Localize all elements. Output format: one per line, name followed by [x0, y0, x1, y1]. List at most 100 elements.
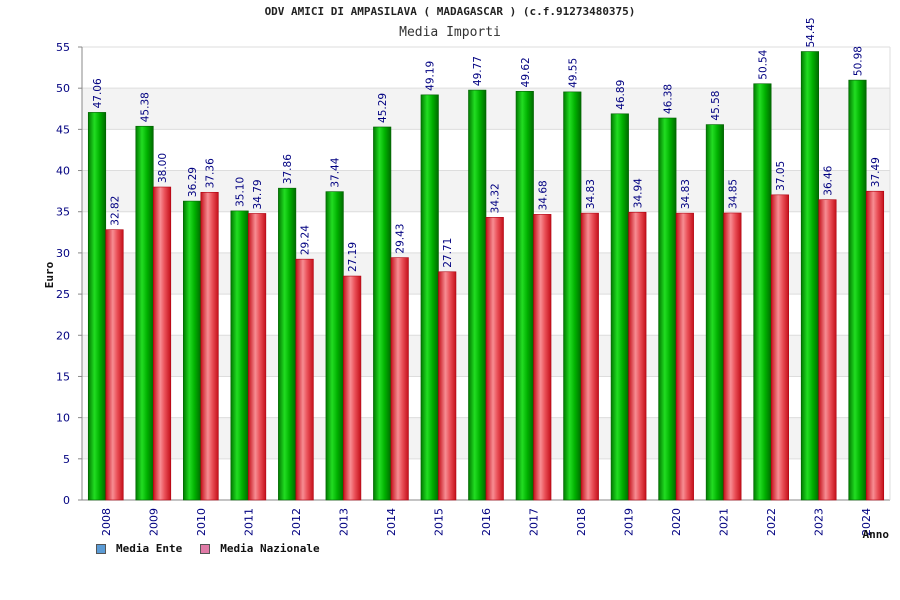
data-label: 34.85 [727, 179, 739, 209]
x-tick-label: 2019 [623, 508, 636, 536]
data-label: 27.19 [347, 242, 359, 272]
bar-media-ente-2023 [800, 51, 820, 501]
bar-media-nazionale-2017 [533, 214, 552, 501]
bar-media-ente-2018 [563, 91, 582, 501]
bar-media-nazionale-2016 [485, 217, 504, 501]
x-tick-label: 2010 [195, 508, 208, 536]
legend-swatch [200, 543, 211, 554]
data-label: 46.38 [662, 84, 674, 114]
y-tick-label: 40 [56, 165, 70, 178]
x-tick-label: 2014 [385, 508, 398, 536]
data-label: 34.79 [252, 179, 264, 209]
x-tick-label: 2008 [100, 508, 113, 536]
legend-swatch [96, 543, 106, 554]
x-tick-label: 2013 [337, 508, 350, 536]
data-labels: 47.06 32.82 45.38 38.00 36.29 37.36 35.10 34.79… [92, 17, 882, 272]
bars [87, 51, 885, 501]
x-tick-label: 2020 [670, 508, 683, 536]
bar-media-ente-2011 [230, 210, 249, 501]
data-label: 50.54 [757, 49, 769, 79]
bar-media-nazionale-2011 [248, 213, 267, 501]
bar-media-ente-2008 [87, 112, 107, 501]
y-tick-label: 25 [56, 288, 70, 301]
y-tick-label: 5 [63, 453, 70, 466]
bar-media-nazionale-2023 [818, 199, 837, 501]
x-tick-label: 2015 [432, 508, 445, 536]
bar-media-ente-2017 [515, 91, 534, 501]
bar-media-ente-2021 [705, 124, 724, 501]
legend-item-media-nazionale: Media Nazionale [200, 542, 320, 555]
y-tick-label: 35 [56, 206, 70, 219]
data-label: 49.77 [472, 56, 484, 86]
bar-media-ente-2015 [420, 94, 439, 501]
bar-media-nazionale-2022 [770, 194, 789, 501]
data-label: 47.06 [92, 78, 104, 108]
data-label: 34.68 [537, 180, 549, 210]
bar-media-ente-2024 [848, 79, 867, 501]
legend-label: Media Nazionale [220, 542, 320, 555]
bar-media-nazionale-2024 [865, 190, 885, 501]
data-label: 37.86 [282, 154, 294, 184]
chart-subtitle: Media Importi [399, 25, 501, 40]
y-tick-label: 20 [56, 329, 70, 342]
x-tick-label: 2022 [765, 508, 778, 536]
data-label: 54.45 [805, 17, 817, 47]
data-label: 34.94 [632, 178, 644, 208]
bar-media-nazionale-2012 [295, 258, 314, 501]
chart-title: ODV AMICI DI AMPASILAVA ( MADAGASCAR ) (… [264, 5, 636, 18]
bar-media-nazionale-2019 [628, 211, 647, 501]
bar-media-ente-2016 [468, 89, 487, 501]
legend-item-media-ente: Media Ente [96, 542, 182, 555]
bar-media-nazionale-2020 [675, 212, 694, 501]
data-label: 45.38 [140, 92, 152, 122]
x-tick-label: 2012 [290, 508, 303, 536]
legend: Media Ente Media Nazionale [96, 542, 338, 555]
bar-media-ente-2019 [610, 113, 629, 501]
x-tick-label: 2023 [813, 508, 826, 536]
data-label: 36.29 [187, 167, 199, 197]
data-label: 50.98 [852, 46, 864, 76]
bar-media-ente-2022 [753, 83, 772, 501]
x-tick-label: 2009 [147, 508, 160, 536]
data-label: 49.62 [520, 57, 532, 87]
data-label: 34.83 [680, 179, 692, 209]
data-label: 49.55 [567, 58, 579, 88]
data-label: 34.83 [585, 179, 597, 209]
x-tick-label: 2016 [480, 508, 493, 536]
bar-media-nazionale-2014 [390, 257, 409, 501]
y-tick-label: 55 [56, 41, 70, 54]
bar-media-ente-2014 [373, 126, 392, 501]
bar-media-ente-2013 [325, 191, 344, 501]
bar-media-nazionale-2013 [343, 275, 362, 501]
data-label: 37.44 [330, 157, 342, 187]
data-label: 37.49 [870, 157, 882, 187]
bar-media-nazionale-2010 [200, 191, 219, 501]
y-axis-label: Euro [43, 261, 56, 288]
x-tick-label: 2021 [718, 508, 731, 536]
y-tick-label: 30 [56, 247, 70, 260]
bar-media-nazionale-2018 [580, 212, 599, 501]
data-label: 27.71 [442, 238, 454, 268]
data-label: 38.00 [157, 153, 169, 183]
data-label: 29.24 [300, 225, 312, 255]
data-label: 46.89 [615, 80, 627, 110]
bar-media-ente-2009 [135, 125, 154, 501]
x-tick-label: 2011 [242, 508, 255, 536]
data-label: 32.82 [110, 196, 122, 226]
data-label: 29.43 [395, 224, 407, 254]
bar-media-nazionale-2008 [105, 229, 124, 501]
data-label: 35.10 [235, 177, 247, 207]
data-label: 37.05 [775, 161, 787, 191]
x-tick-label: 2018 [575, 508, 588, 536]
data-label: 36.46 [822, 165, 834, 195]
y-tick-label: 50 [56, 82, 70, 95]
data-label: 49.19 [425, 61, 437, 91]
bar-media-nazionale-2021 [723, 212, 742, 501]
bar-media-nazionale-2015 [438, 271, 457, 501]
tick-labels: 0 5 10 15 20 25 30 35 40 45 50 55 2008 2009 2010 2011 20… [56, 41, 873, 536]
x-tick-label: 2017 [528, 508, 541, 536]
data-label: 45.58 [710, 91, 722, 121]
bar-media-ente-2010 [183, 200, 202, 501]
y-tick-label: 10 [56, 412, 70, 425]
